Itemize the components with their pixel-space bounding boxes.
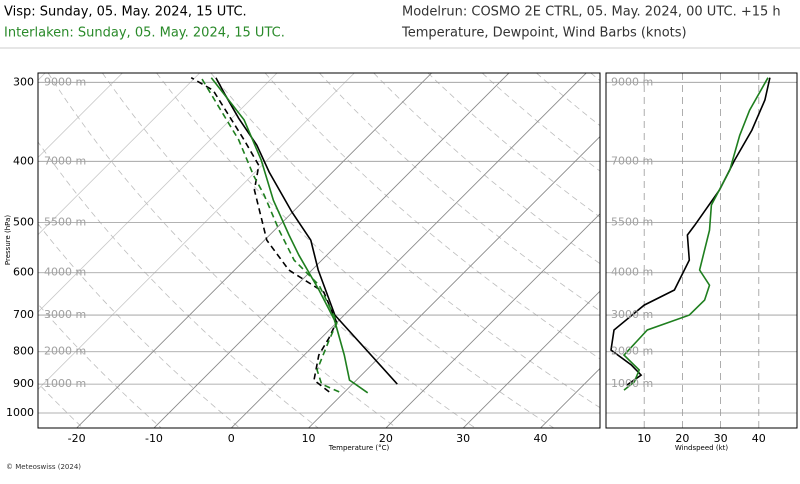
isotherm-tick — [386, 73, 741, 428]
header-interlaken: Interlaken: Sunday, 05. May. 2024, 15 UT… — [4, 26, 285, 41]
profile-line — [211, 78, 367, 393]
height-label: 9000 m — [44, 75, 86, 88]
isotherm — [540, 73, 800, 428]
header-visp: Visp: Sunday, 05. May. 2024, 15 UTC. — [4, 5, 247, 20]
isotherm-tick — [540, 73, 800, 428]
height-label: 7000 m — [44, 154, 86, 167]
y-tick-label: 500 — [13, 216, 34, 229]
height-label: 2000 m — [611, 345, 653, 358]
y-tick-label: 900 — [13, 377, 34, 390]
isotherm — [463, 73, 800, 428]
skewt-frame — [38, 73, 600, 428]
x-tick-label: 40 — [533, 432, 547, 445]
dry-adiabat — [645, 73, 800, 428]
dry-adiabat — [428, 73, 800, 428]
footer: © Meteoswiss (2024) — [6, 463, 81, 471]
isotherm — [618, 73, 800, 428]
x-axis-label: Temperature (°C) — [328, 444, 390, 452]
height-label: 5500 m — [611, 216, 653, 229]
isotherm-tick — [309, 73, 664, 428]
header-modelrun: Modelrun: COSMO 2E CTRL, 05. May. 2024, … — [402, 5, 781, 20]
y-tick-label: 600 — [13, 266, 34, 279]
dry-adiabat — [0, 73, 318, 428]
isotherm-tick — [154, 73, 509, 428]
height-label: 5500 m — [44, 216, 86, 229]
y-tick-label: 1000 — [6, 406, 34, 419]
height-label: 1000 m — [44, 377, 86, 390]
dry-adiabat — [536, 73, 800, 428]
dry-adiabat — [0, 73, 83, 428]
height-label: 4000 m — [611, 266, 653, 279]
height-label: 2000 m — [44, 345, 86, 358]
x-tick-label: 10 — [302, 432, 316, 445]
profile-line — [624, 78, 768, 390]
header-subtitle: Temperature, Dewpoint, Wind Barbs (knots… — [401, 26, 687, 41]
x-tick-label: -20 — [68, 432, 86, 445]
height-label: 3000 m — [44, 308, 86, 321]
dry-adiabat — [0, 73, 161, 428]
skewt-plot — [0, 73, 800, 428]
wind-plot — [606, 73, 797, 428]
x-tick-label: 0 — [228, 432, 235, 445]
height-label: 3000 m — [611, 308, 653, 321]
dry-adiabat — [591, 73, 800, 428]
dry-adiabat — [374, 73, 800, 428]
profile-line — [216, 78, 397, 384]
y-tick-label: 700 — [13, 308, 34, 321]
x-tick-label: -10 — [145, 432, 163, 445]
dry-adiabat — [157, 73, 554, 428]
isotherm-tick — [231, 73, 586, 428]
dry-adiabat — [699, 73, 800, 428]
wind-frame — [606, 73, 797, 428]
y-tick-label: 300 — [13, 75, 34, 88]
x-tick-label: 10 — [637, 432, 651, 445]
isotherm — [0, 73, 354, 428]
x-tick-label: 30 — [456, 432, 470, 445]
height-label: 4000 m — [44, 266, 86, 279]
x-tick-label: 40 — [752, 432, 766, 445]
x-axis-label: Windspeed (kt) — [675, 444, 728, 452]
isotherm — [695, 73, 800, 428]
dry-adiabat — [754, 73, 800, 428]
y-axis-label: Pressure (hPa) — [4, 215, 12, 265]
dry-adiabat — [0, 73, 240, 428]
profile-line — [611, 78, 770, 385]
height-label: 7000 m — [611, 154, 653, 167]
height-label: 9000 m — [611, 75, 653, 88]
isotherm-tick — [77, 73, 432, 428]
isotherm-tick — [463, 73, 800, 428]
y-tick-label: 800 — [13, 345, 34, 358]
y-tick-label: 400 — [13, 154, 34, 167]
height-label: 1000 m — [611, 377, 653, 390]
dry-adiabat — [48, 73, 397, 428]
